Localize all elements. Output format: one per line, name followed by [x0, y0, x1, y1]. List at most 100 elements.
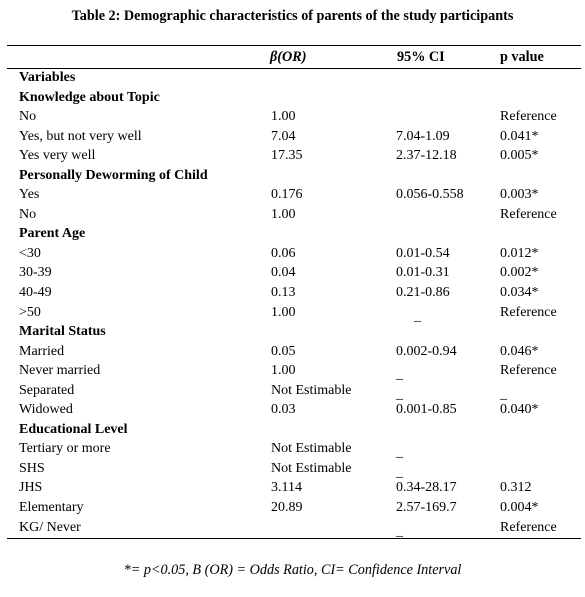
table-row: >50 1.00 _ Reference	[7, 304, 581, 324]
beta-or-cell: 1.00	[271, 206, 296, 222]
beta-or-cell: Not Estimable	[271, 382, 352, 398]
ci-cell: 0.002-0.94	[396, 343, 457, 359]
variable-cell: KG/ Never	[19, 519, 81, 535]
section-header-row: Personally Deworming of Child	[7, 167, 581, 187]
section-label: Knowledge about Topic	[19, 89, 160, 105]
p-value-cell: 0.004*	[500, 500, 539, 516]
table-row: 40-49 0.13 0.21-0.86 0.034*	[7, 284, 581, 304]
ci-cell: _	[396, 445, 403, 461]
variable-cell: Widowed	[19, 402, 73, 418]
variable-cell: Separated	[19, 382, 75, 398]
ci-cell: 2.37-12.18	[396, 148, 457, 164]
beta-or-cell: 0.03	[271, 402, 296, 418]
p-value-cell: 0.040*	[500, 402, 539, 418]
table-row: Elementary 20.89 2.57-169.7 0.004*	[7, 499, 581, 519]
section-header-row: Marital Status	[7, 323, 581, 343]
section-label: Variables	[19, 70, 76, 85]
table-header-row: β(OR) 95% CI p value	[7, 46, 581, 69]
p-value-cell: Reference	[500, 304, 557, 320]
ci-cell: _	[396, 523, 403, 539]
header-beta-or: β(OR)	[270, 49, 307, 65]
p-value-cell: Reference	[500, 206, 557, 222]
variable-cell: SHS	[19, 460, 45, 476]
table-row: Married 0.05 0.002-0.94 0.046*	[7, 343, 581, 363]
variable-cell: JHS	[19, 480, 43, 496]
variable-cell: Yes very well	[19, 148, 96, 164]
table-row: No 1.00 Reference	[7, 206, 581, 226]
variable-cell: Tertiary or more	[19, 441, 111, 457]
p-value-cell: 0.041*	[500, 128, 539, 144]
variable-cell: Yes	[19, 187, 40, 203]
p-value-cell: 0.034*	[500, 285, 539, 301]
section-label: Educational Level	[19, 421, 128, 437]
table-row: JHS 3.114 0.34-28.17 0.312	[7, 479, 581, 499]
p-value-cell: 0.046*	[500, 343, 539, 359]
header-p-value: p value	[500, 49, 544, 65]
table-row: No 1.00 Reference	[7, 108, 581, 128]
ci-cell: 7.04-1.09	[396, 128, 450, 144]
beta-or-cell: 0.13	[271, 285, 296, 301]
p-value-cell: _	[500, 386, 507, 402]
section-label: Parent Age	[19, 226, 86, 242]
table-row: Separated Not Estimable _ _	[7, 382, 581, 402]
p-value-cell: Reference	[500, 519, 557, 535]
table-row: Yes, but not very well 7.04 7.04-1.09 0.041…	[7, 128, 581, 148]
beta-or-cell: 20.89	[271, 500, 303, 516]
section-label: Personally Deworming of Child	[19, 167, 208, 183]
section-label: Marital Status	[19, 324, 106, 340]
beta-or-cell: 1.00	[271, 363, 296, 379]
beta-or-cell: 3.114	[271, 480, 302, 496]
table-footnote: *= p<0.05, Β (OR) = Odds Ratio, CI= Conf…	[123, 562, 462, 578]
ci-cell: 2.57-169.7	[396, 500, 457, 516]
beta-or-cell: 7.04	[271, 128, 296, 144]
beta-or-cell: 0.176	[271, 187, 303, 203]
variable-cell: >50	[19, 304, 41, 320]
variable-cell: Yes, but not very well	[19, 128, 142, 144]
ci-cell: 0.056-0.558	[396, 187, 464, 203]
table-body: Variables Knowledge about Topic No 1.00 Refe…	[7, 69, 581, 539]
p-value-cell: 0.003*	[500, 187, 539, 203]
beta-or-cell: Not Estimable	[271, 441, 352, 457]
table-row: 30-39 0.04 0.01-0.31 0.002*	[7, 264, 581, 284]
variable-cell: Never married	[19, 363, 101, 379]
table-row: SHS Not Estimable _	[7, 460, 581, 480]
ci-cell: _	[396, 464, 403, 480]
ci-cell: 0.01-0.54	[396, 245, 450, 261]
ci-cell: 0.34-28.17	[396, 480, 457, 496]
ci-cell: 0.21-0.86	[396, 285, 450, 301]
ci-cell: _	[414, 308, 421, 324]
demographics-table: β(OR) 95% CI p value Variables Knowledge …	[7, 45, 581, 540]
p-value-cell: Reference	[500, 363, 557, 379]
beta-or-cell: 1.00	[271, 304, 296, 320]
section-header-row: Parent Age	[7, 225, 581, 245]
beta-or-cell: 0.04	[271, 265, 296, 281]
section-header-row: Educational Level	[7, 421, 581, 441]
ci-cell: 0.01-0.31	[396, 265, 450, 281]
beta-or-cell: Not Estimable	[271, 460, 352, 476]
table-row: Yes very well 17.35 2.37-12.18 0.005*	[7, 147, 581, 167]
section-header-row: Variables	[7, 69, 581, 89]
p-value-cell: 0.005*	[500, 148, 539, 164]
beta-or-cell: 1.00	[271, 109, 296, 125]
table-row: KG/ Never _ Reference	[7, 519, 581, 539]
table-row: Never married 1.00 _ Reference	[7, 362, 581, 382]
variable-cell: 30-39	[19, 265, 52, 281]
section-header-row: Knowledge about Topic	[7, 89, 581, 109]
table-caption: Table 2: Demographic characteristics of …	[71, 8, 514, 24]
p-value-cell: Reference	[500, 109, 557, 125]
table-row: Widowed 0.03 0.001-0.85 0.040*	[7, 401, 581, 421]
beta-or-cell: 17.35	[271, 148, 303, 164]
beta-or-cell: 0.05	[271, 343, 296, 359]
variable-cell: No	[19, 109, 37, 125]
variable-cell: Married	[19, 343, 65, 359]
variable-cell: 40-49	[19, 285, 52, 301]
ci-cell: _	[396, 367, 403, 383]
p-value-cell: 0.012*	[500, 245, 539, 261]
p-value-cell: 0.002*	[500, 265, 539, 281]
variable-cell: No	[19, 206, 37, 222]
beta-or-cell: 0.06	[271, 245, 296, 261]
ci-cell: _	[396, 386, 403, 402]
table-row: Yes 0.176 0.056-0.558 0.003*	[7, 186, 581, 206]
table-row: <30 0.06 0.01-0.54 0.012*	[7, 245, 581, 265]
variable-cell: Elementary	[19, 500, 84, 516]
